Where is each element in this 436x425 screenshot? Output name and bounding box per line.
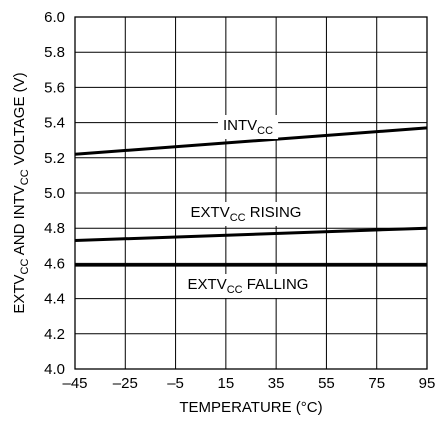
series-lines: [74, 126, 428, 267]
series-label-background: [217, 115, 279, 139]
x-tick-labels: –45 –25 –5 15 35 55 75 95: [62, 375, 435, 392]
y-tick-label: 6.0: [44, 9, 65, 26]
series-label-1: EXTVCC RISING: [191, 204, 302, 224]
y-tick-label: 4.4: [44, 291, 65, 308]
y-tick-label: 4.8: [44, 220, 65, 237]
y-axis-title: EXTVCC AND INTVCC VOLTAGE (V): [11, 72, 31, 313]
y-tick-label: 5.2: [44, 150, 65, 167]
series-label-background: [182, 274, 314, 298]
series-label-background: [185, 202, 307, 226]
y-tick-label: 4.6: [44, 255, 65, 272]
y-tick-label: 5.6: [44, 79, 65, 96]
grid: [74, 16, 428, 370]
x-tick-label: 55: [318, 375, 335, 392]
y-tick-label: 5.4: [44, 115, 65, 132]
x-tick-label: –5: [167, 375, 184, 392]
y-tick-label: 5.8: [44, 44, 65, 61]
y-tick-labels: 4.0 4.2 4.4 4.6 4.8 5.0 5.2 5.4 5.6 5.8 6.0: [44, 9, 65, 378]
y-tick-label: 5.0: [44, 185, 65, 202]
series-label-0: INTVCC: [223, 117, 273, 137]
x-tick-label: 75: [368, 375, 385, 392]
series-line-0: [74, 126, 428, 156]
series-labels: INTVCC EXTVCC RISING EXTVCC FALLING: [182, 115, 314, 298]
y-tick-label: 4.0: [44, 361, 65, 378]
x-tick-label: 95: [419, 375, 436, 392]
y-tick-label: 4.2: [44, 326, 65, 343]
plot-frame: [74, 16, 428, 370]
x-tick-label: –45: [62, 375, 87, 392]
x-tick-label: –25: [113, 375, 138, 392]
x-tick-label: 35: [268, 375, 285, 392]
series-label-2: EXTVCC FALLING: [188, 276, 309, 296]
x-tick-label: 15: [218, 375, 235, 392]
series-line-1: [74, 226, 428, 243]
x-axis-title: TEMPERATURE (°C): [179, 399, 322, 416]
